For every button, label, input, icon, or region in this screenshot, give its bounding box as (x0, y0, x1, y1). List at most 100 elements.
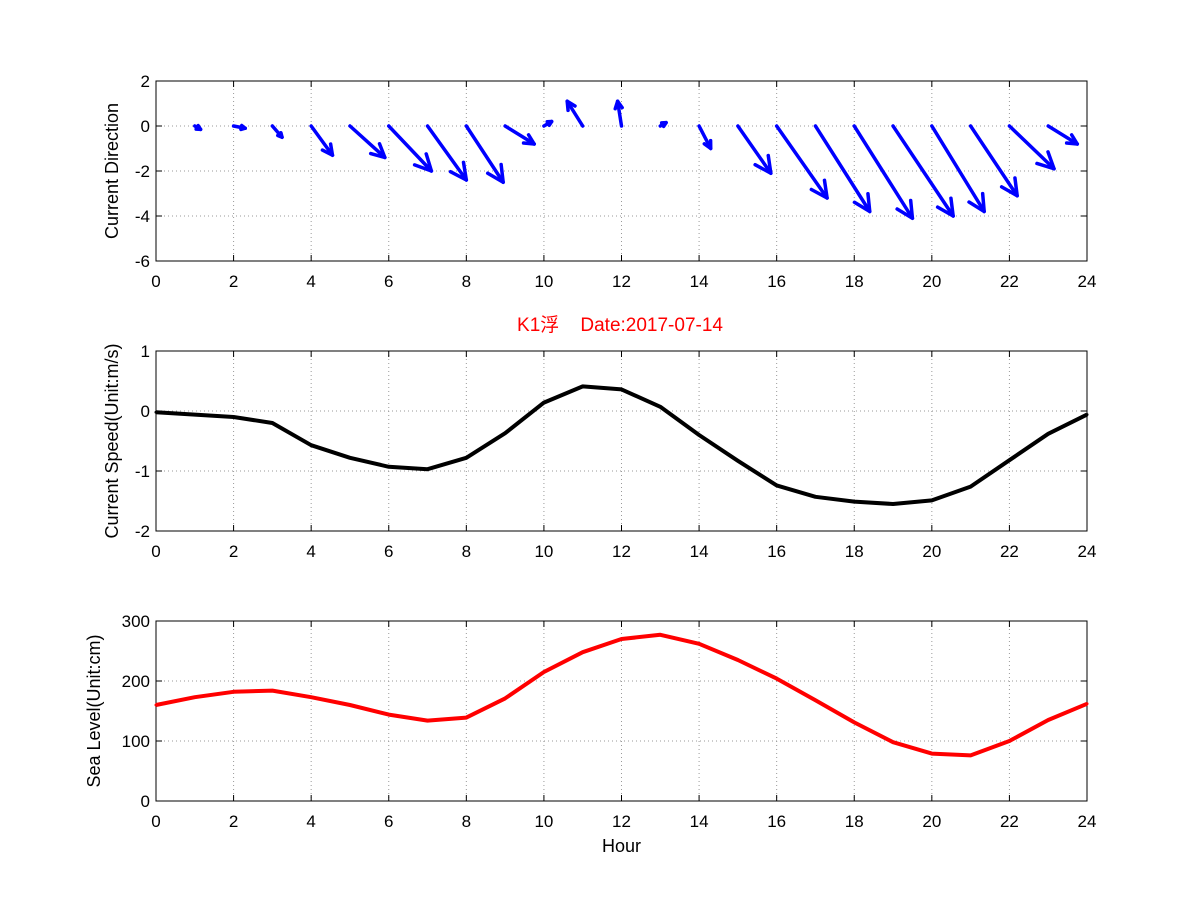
data-point (154, 410, 158, 414)
x-tick-label: 18 (845, 272, 864, 291)
data-point (270, 689, 274, 693)
data-point (426, 467, 430, 471)
x-tick-label: 22 (1000, 272, 1019, 291)
arrow-shaft (891, 124, 955, 218)
x-tick-label: 14 (690, 542, 709, 561)
x-tick-label: 12 (612, 542, 631, 561)
arrow-shaft (930, 124, 986, 214)
data-point (1046, 432, 1050, 436)
y-tick-label: -1 (135, 462, 150, 481)
y-axis-label: Current Speed(Unit:m/s) (102, 343, 122, 538)
y-tick-label: 0 (141, 117, 150, 136)
current-arrow (697, 124, 713, 151)
data-point (581, 384, 585, 388)
x-tick-label: 10 (534, 272, 553, 291)
data-point (620, 387, 623, 391)
y-axis-label: Current Direction (102, 103, 122, 239)
current-arrow (231, 123, 247, 132)
data-point (232, 690, 236, 694)
data-point (697, 642, 701, 646)
x-tick-label: 14 (690, 272, 709, 291)
data-point (542, 401, 546, 405)
data-point (193, 413, 197, 417)
x-tick-label: 4 (306, 272, 315, 291)
data-point (464, 716, 468, 720)
arrow-shaft (387, 124, 434, 173)
arrow-shaft (503, 124, 536, 146)
y-tick-label: -2 (135, 522, 150, 541)
x-tick-label: 18 (845, 542, 864, 561)
current-arrow (613, 99, 624, 128)
x-axis-label: Hour (602, 836, 641, 856)
arrow-shaft (615, 99, 624, 128)
x-tick-label: 0 (151, 272, 160, 291)
arrow-head (935, 196, 955, 218)
data-point (736, 658, 740, 662)
y-tick-label: 2 (141, 72, 150, 91)
current-arrow (968, 124, 1019, 198)
x-tick-label: 24 (1078, 812, 1097, 831)
x-tick-label: 16 (767, 812, 786, 831)
data-point (697, 433, 701, 437)
data-point (1085, 413, 1089, 417)
data-point (891, 502, 895, 506)
data-point (270, 421, 274, 425)
y-tick-label: 0 (141, 792, 150, 811)
axes-frame (155, 620, 1088, 802)
x-tick-label: 22 (1000, 542, 1019, 561)
data-point (1007, 739, 1011, 743)
arrow-head (702, 138, 713, 151)
data-point (232, 415, 236, 419)
data-point (969, 485, 973, 489)
data-point (775, 483, 779, 487)
y-axis-label: Sea Level(Unit:cm) (84, 634, 104, 787)
arrow-head (659, 120, 668, 129)
x-tick-label: 20 (922, 272, 941, 291)
data-point (387, 713, 391, 717)
arrow-shaft (1007, 124, 1056, 171)
current-arrow (270, 124, 284, 139)
x-tick-label: 24 (1078, 542, 1097, 561)
data-point (930, 752, 934, 756)
arrow-head (967, 191, 986, 214)
data-point (736, 459, 740, 463)
figure-title: K1浮 Date:2017-07-14 (517, 314, 723, 336)
axes-frame (155, 80, 1088, 262)
x-tick-label: 6 (384, 812, 393, 831)
data-point (1085, 702, 1089, 706)
data-point (309, 443, 313, 447)
arrow-head (895, 198, 915, 220)
arrow-shaft (309, 124, 335, 157)
arrow-shaft (736, 124, 773, 175)
arrow-shaft (565, 99, 585, 128)
x-tick-label: 8 (462, 812, 471, 831)
x-tick-label: 0 (151, 812, 160, 831)
y-tick-label: 100 (122, 732, 150, 751)
current-arrow (1046, 124, 1080, 146)
data-point (581, 650, 585, 654)
x-tick-label: 4 (306, 542, 315, 561)
data-point (309, 695, 313, 699)
data-point (620, 637, 623, 641)
x-tick-label: 20 (922, 542, 941, 561)
current-arrow (309, 124, 335, 157)
data-point (813, 698, 817, 702)
data-point (348, 456, 352, 460)
data-point (969, 753, 973, 757)
y-tick-label: 200 (122, 672, 150, 691)
current-arrow (852, 124, 915, 220)
x-tick-label: 16 (767, 542, 786, 561)
current-arrow (658, 120, 668, 129)
current-arrow (193, 123, 203, 132)
data-point (1046, 718, 1050, 722)
data-point (930, 498, 934, 502)
arrow-head (852, 191, 872, 214)
arrow-shaft (348, 124, 387, 160)
arrow-head (485, 162, 505, 184)
data-point (348, 703, 352, 707)
x-tick-label: 6 (384, 272, 393, 291)
